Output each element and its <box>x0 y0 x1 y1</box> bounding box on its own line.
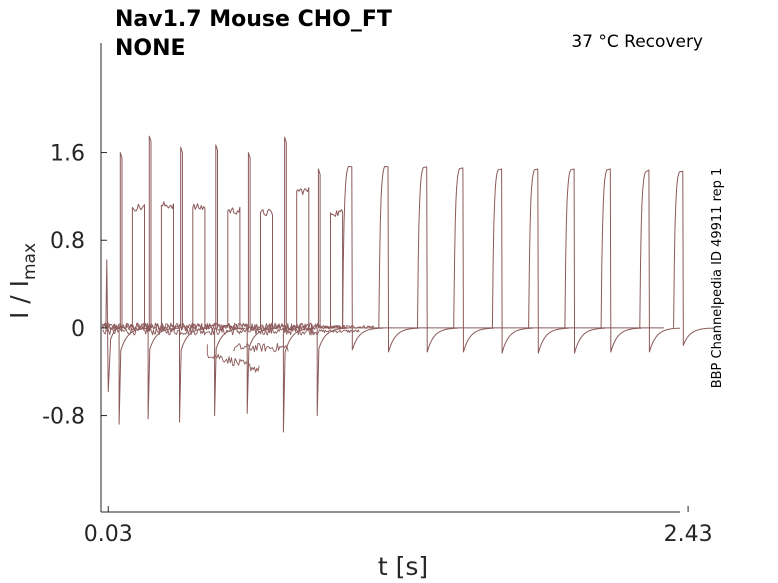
y-axis-label-group: I / Imax <box>5 243 40 319</box>
pulse-plateau <box>330 209 344 328</box>
y-tick-label: 1.6 <box>50 142 85 167</box>
pulse-plateau <box>260 208 273 328</box>
pulse-negative-spike <box>282 327 314 433</box>
pulse-positive-spike <box>148 135 152 328</box>
pulse-negative-spike <box>610 327 642 353</box>
pulse-negative-spike <box>147 327 179 420</box>
pulse-plateau <box>192 203 206 328</box>
pulse-positive-step <box>564 168 575 328</box>
y-axis-label: I / Imax <box>5 243 40 319</box>
pulse-negative-spike <box>179 327 211 423</box>
pulse-negative-spike <box>682 327 714 346</box>
pulse-positive-step <box>342 166 353 328</box>
x-axis-label: t [s] <box>378 552 428 581</box>
pulse-negative-spike <box>462 327 494 353</box>
y-axis-label-sub: max <box>20 243 40 280</box>
y-tick-label: 0.8 <box>50 229 85 254</box>
pulse-positive-step <box>491 168 503 328</box>
pulse-plateau <box>160 201 174 328</box>
x-tick-label: 2.43 <box>664 522 713 547</box>
baseline-trace <box>101 322 375 332</box>
pulse-negative-spike <box>214 327 246 417</box>
pulse-positive-spike <box>247 152 251 328</box>
negative-sag-trace <box>233 343 289 353</box>
pulse-positive-step <box>528 168 539 328</box>
pulse-negative-spike <box>118 327 150 425</box>
negative-sag-trace <box>206 344 260 373</box>
pulse-negative-spike <box>537 327 569 354</box>
pulse-negative-spike <box>351 327 383 351</box>
trace-group <box>101 135 714 433</box>
pulse-positive-spike <box>215 144 218 328</box>
pulse-positive-step <box>639 169 650 328</box>
start-artifact <box>105 259 116 392</box>
pulse-negative-spike <box>316 327 348 417</box>
pulse-negative-spike <box>501 327 533 354</box>
pulse-negative-spike <box>388 327 419 353</box>
pulse-positive-step <box>417 166 428 328</box>
pulse-positive-step <box>453 167 464 328</box>
pulse-positive-spike <box>180 146 183 328</box>
pulse-positive-step <box>600 168 612 328</box>
pulse-negative-spike <box>246 327 278 414</box>
pulse-negative-spike <box>426 327 458 353</box>
pulse-positive-step <box>378 166 389 328</box>
x-tick-label: 0.03 <box>84 522 133 547</box>
y-axis-label-main: I / I <box>5 280 34 319</box>
pulse-positive-spike <box>284 136 287 328</box>
x-ticks: 0.03 2.43 <box>84 506 713 547</box>
pulse-negative-spike <box>648 327 680 353</box>
pulse-positive-spike <box>317 168 321 328</box>
pulse-positive-step <box>673 170 684 328</box>
condition-label: 37 °C Recovery <box>571 32 703 52</box>
chart-title-line2: NONE <box>115 36 186 61</box>
chart-title-line1: Nav1.7 Mouse CHO_FT <box>115 7 392 32</box>
pulse-plateau <box>131 203 145 328</box>
y-ticks: 1.6 0.8 0 -0.8 <box>42 142 107 430</box>
pulse-plateau <box>227 206 241 328</box>
pulse-plateau <box>296 187 310 328</box>
pulse-negative-spike <box>574 327 606 354</box>
pulse-positive-spike <box>119 152 123 328</box>
y-tick-label: -0.8 <box>42 405 85 430</box>
side-label: BBP Channelpedia ID 49911 rep 1 <box>710 168 725 389</box>
y-tick-label: 0 <box>71 317 85 342</box>
